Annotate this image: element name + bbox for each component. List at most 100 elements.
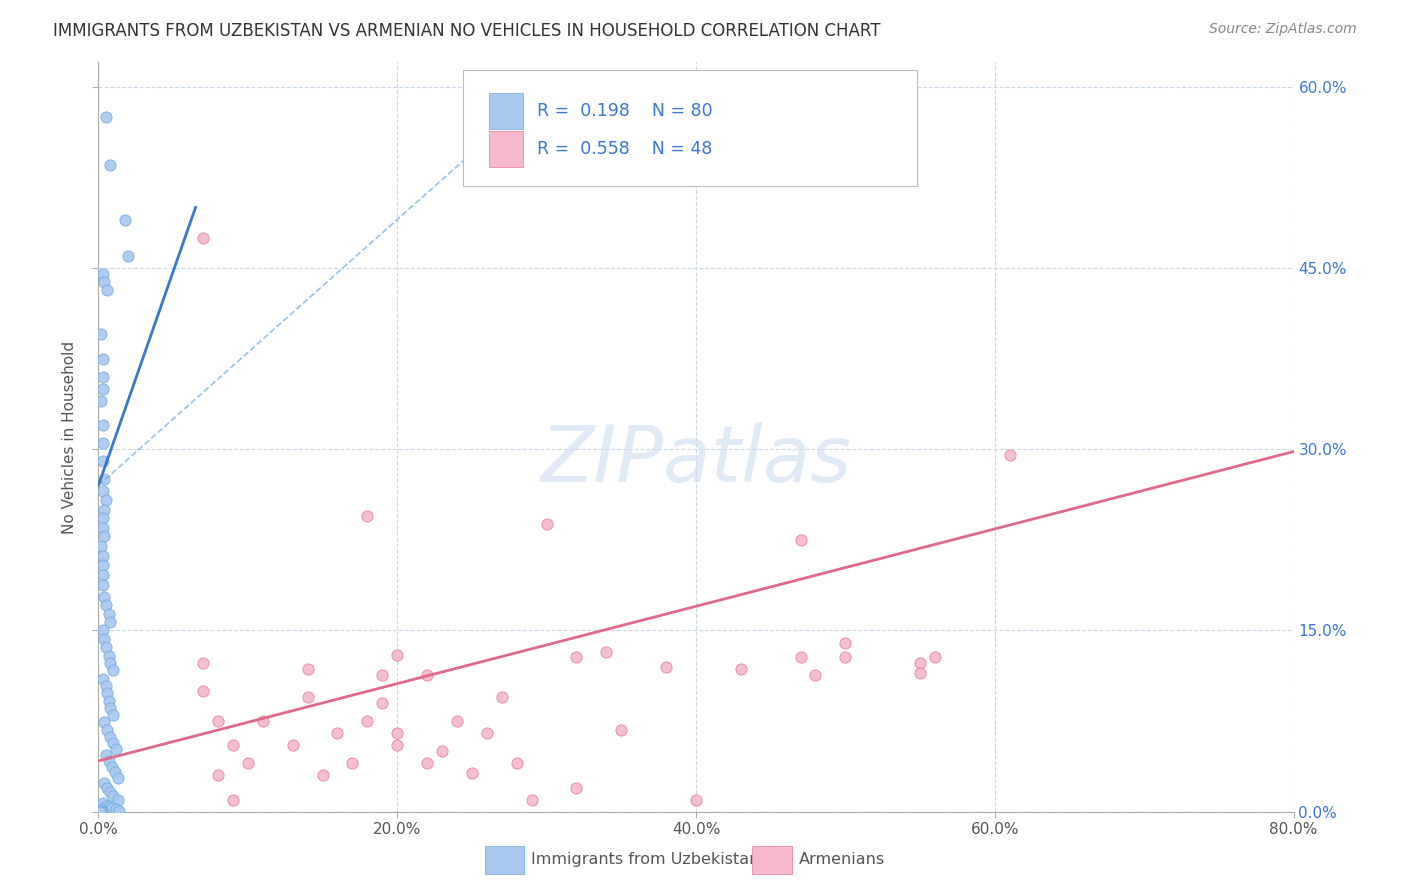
Point (834, 635, 856, 649)
Point (89, 804, 111, 818)
Point (94, 798, 117, 813)
Point (108, 804, 131, 818)
Text: R =  0.198    N = 80: R = 0.198 N = 80 (537, 103, 713, 120)
Point (356, 714, 378, 728)
Point (475, 726, 498, 740)
Point (94, 640, 117, 655)
Point (356, 508, 378, 523)
Point (93, 632, 115, 646)
Point (89, 805, 111, 819)
Point (93, 529, 115, 543)
Point (91, 454, 114, 468)
Point (520, 792, 543, 806)
Point (105, 802, 128, 816)
Point (91, 417, 114, 432)
Text: ZIPatlas: ZIPatlas (540, 422, 852, 498)
Point (90, 805, 112, 819)
Point (191, 684, 214, 698)
Point (93, 472, 115, 486)
Point (93, 276, 115, 290)
Point (91, 797, 114, 811)
Point (385, 738, 409, 752)
Point (94, 492, 117, 507)
Point (91, 436, 114, 450)
Point (114, 212, 136, 227)
Point (89, 805, 111, 819)
FancyBboxPatch shape (489, 93, 523, 129)
Point (97, 693, 120, 707)
Point (90, 393, 112, 408)
Point (104, 764, 127, 779)
Point (371, 696, 394, 710)
Point (461, 766, 484, 780)
Point (98, 700, 122, 714)
Point (89, 805, 111, 819)
Point (98, 615, 122, 629)
Point (385, 726, 409, 740)
Point (91, 805, 114, 819)
Point (107, 792, 129, 806)
Point (96, 283, 118, 297)
Point (491, 690, 513, 704)
Point (446, 714, 468, 728)
Point (90, 802, 112, 816)
Point (117, 249, 139, 263)
Point (91, 511, 114, 525)
Point (834, 650, 856, 665)
Point (97, 800, 120, 814)
Point (326, 726, 349, 740)
Point (93, 502, 115, 516)
Point (385, 648, 409, 662)
Point (416, 756, 439, 771)
Point (96, 780, 118, 795)
Point (789, 650, 811, 665)
Point (536, 517, 558, 532)
Point (90, 805, 112, 819)
Point (222, 792, 245, 806)
Point (804, 668, 827, 682)
Point (91, 549, 114, 563)
Point (191, 656, 214, 670)
Point (207, 714, 229, 728)
Point (91, 484, 114, 499)
Point (311, 768, 333, 782)
Text: Immigrants from Uzbekistan: Immigrants from Uzbekistan (531, 853, 759, 867)
Point (91, 577, 114, 591)
Point (103, 736, 125, 750)
Point (90, 804, 112, 818)
Point (565, 650, 588, 665)
Point (103, 708, 125, 723)
Point (371, 668, 394, 682)
Point (105, 742, 128, 756)
Point (91, 382, 114, 396)
Point (565, 780, 588, 795)
Point (281, 738, 304, 752)
Point (94, 679, 117, 693)
Point (297, 662, 319, 676)
Point (730, 662, 752, 676)
Point (91, 672, 114, 686)
Text: R =  0.558    N = 48: R = 0.558 N = 48 (537, 140, 713, 158)
Text: Armenians: Armenians (799, 853, 884, 867)
Point (91, 267, 114, 281)
Point (96, 686, 118, 700)
Point (89, 805, 111, 819)
Point (101, 760, 124, 774)
Point (252, 714, 274, 728)
Point (908, 665, 931, 680)
Text: IMMIGRANTS FROM UZBEKISTAN VS ARMENIAN NO VEHICLES IN HOUSEHOLD CORRELATION CHAR: IMMIGRANTS FROM UZBEKISTAN VS ARMENIAN N… (53, 22, 882, 40)
Point (998, 448, 1021, 462)
Point (98, 158, 122, 172)
Point (103, 789, 125, 803)
Point (90, 805, 112, 819)
Y-axis label: No Vehicles in Household: No Vehicles in Household (62, 341, 77, 533)
Point (89, 805, 111, 819)
Point (98, 785, 122, 799)
Point (342, 756, 364, 771)
Point (91, 351, 114, 366)
Point (91, 558, 114, 573)
Point (103, 663, 125, 677)
Point (93, 775, 115, 789)
Text: Source: ZipAtlas.com: Source: ZipAtlas.com (1209, 22, 1357, 37)
Point (101, 801, 124, 815)
